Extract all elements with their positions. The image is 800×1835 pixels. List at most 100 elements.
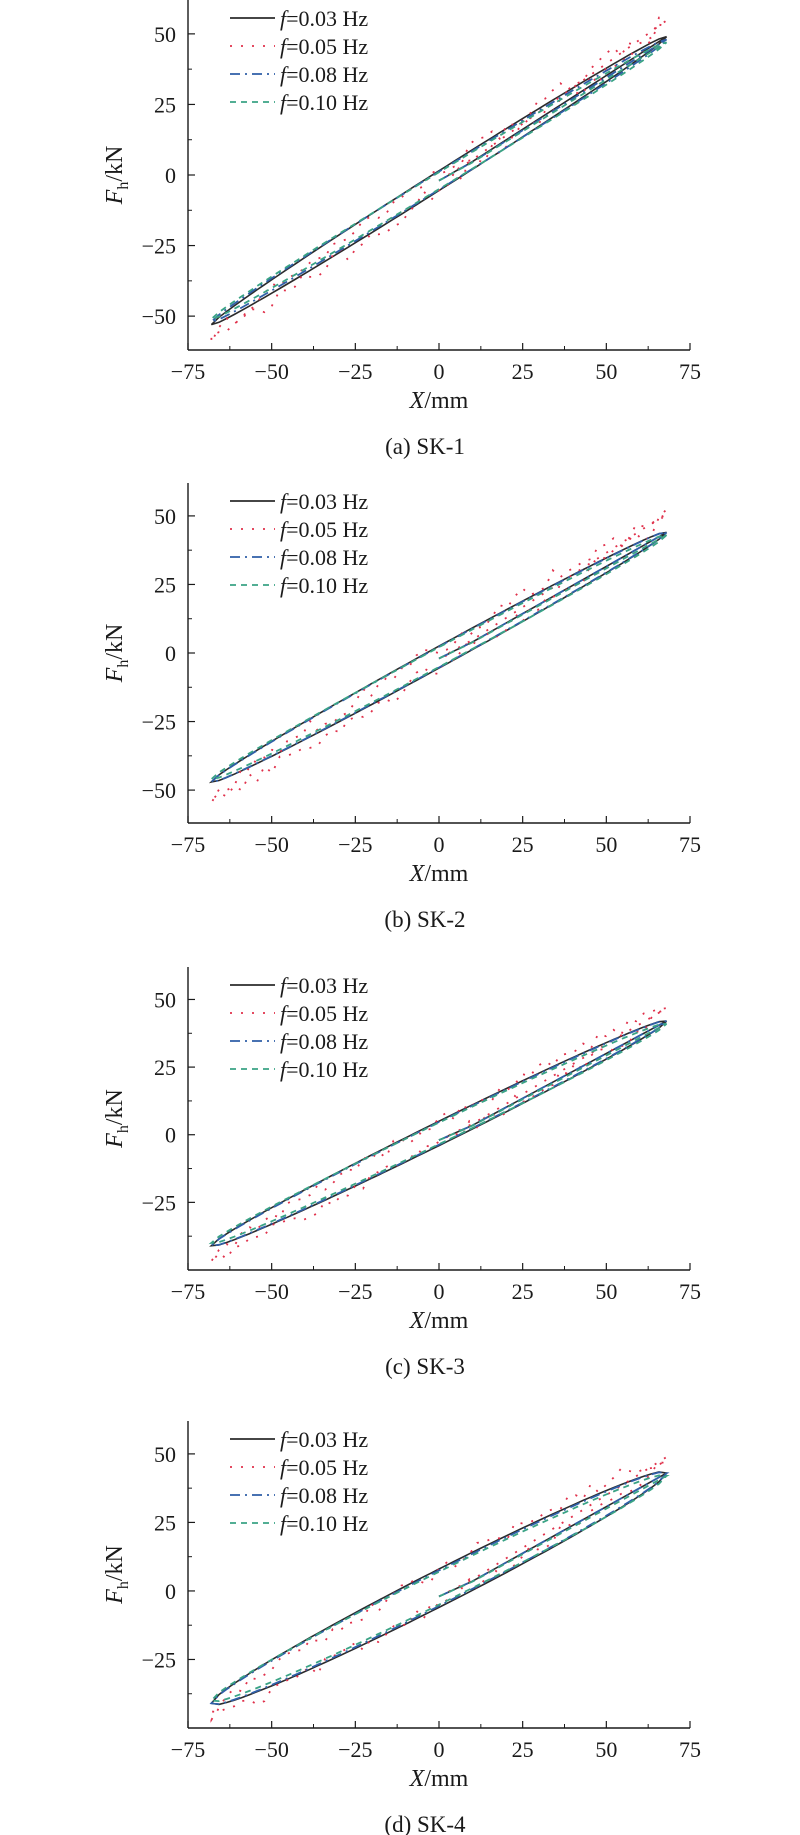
y-tick-label: 25 <box>154 92 176 117</box>
y-tick-label: 0 <box>165 641 176 666</box>
legend-variable: f <box>280 1483 289 1508</box>
x-axis-label: X/mm <box>409 861 469 887</box>
x-tick-label: −25 <box>338 1279 372 1304</box>
legend-label: f=0.10 Hz <box>280 1511 368 1536</box>
y-tick-label: −25 <box>142 710 176 735</box>
legend-label: f=0.03 Hz <box>280 1427 368 1452</box>
x-tick-label: −25 <box>338 359 372 384</box>
series-line-0-10-hz <box>209 1474 670 1703</box>
y-tick-label: 50 <box>154 22 176 47</box>
legend-variable: f <box>280 34 289 59</box>
x-tick-label: −50 <box>254 1737 288 1762</box>
legend-variable: f <box>280 973 289 998</box>
y-tick-label: 0 <box>165 1579 176 1604</box>
y-axis-label: Fh/kN <box>102 624 132 684</box>
panel-caption: (c) SK-3 <box>385 1354 465 1379</box>
y-tick-label: 50 <box>154 987 176 1012</box>
legend-variable: f <box>280 6 289 31</box>
y-tick-label: −50 <box>142 304 176 329</box>
legend-variable: f <box>280 517 289 542</box>
legend-value: =0.08 Hz <box>286 1483 368 1508</box>
legend-value: =0.05 Hz <box>286 517 368 542</box>
x-tick-label: 0 <box>434 1737 445 1762</box>
y-tick-label: −25 <box>142 234 176 259</box>
y-tick-label: −50 <box>142 778 176 803</box>
series-line-0-10-hz <box>208 1022 668 1245</box>
panel-caption: (a) SK-1 <box>385 434 465 459</box>
x-tick-label: −75 <box>171 1279 205 1304</box>
legend-value: =0.08 Hz <box>286 545 368 570</box>
x-tick-label: 75 <box>679 1279 701 1304</box>
y-axis-label: Fh/kN <box>102 146 132 206</box>
legend-label: f=0.05 Hz <box>280 34 368 59</box>
x-tick-label: −25 <box>338 832 372 857</box>
y-tick-label: 50 <box>154 504 176 529</box>
y-tick-label: 25 <box>154 1055 176 1080</box>
legend-value: =0.05 Hz <box>286 1455 368 1480</box>
y-tick-label: 25 <box>154 572 176 597</box>
x-tick-label: 0 <box>434 359 445 384</box>
legend-value: =0.05 Hz <box>286 34 368 59</box>
y-tick-label: 50 <box>154 1442 176 1467</box>
series-line-0-10-hz <box>208 534 668 781</box>
series-line-0-08-hz <box>210 38 668 323</box>
x-tick-label: −50 <box>254 832 288 857</box>
legend-label: f=0.05 Hz <box>280 1455 368 1480</box>
y-axis-label: Fh/kN <box>102 1545 132 1605</box>
y-axis-label: Fh/kN <box>102 1089 132 1149</box>
legend-variable: f <box>280 545 289 570</box>
legend-label: f=0.10 Hz <box>280 90 368 115</box>
panel-caption: (d) SK-4 <box>384 1812 466 1835</box>
legend-label: f=0.08 Hz <box>280 1483 368 1508</box>
legend: f=0.03 Hzf=0.05 Hzf=0.08 Hzf=0.10 Hz <box>230 489 368 598</box>
legend-value: =0.08 Hz <box>286 1029 368 1054</box>
x-tick-label: −75 <box>171 1737 205 1762</box>
legend-variable: f <box>280 1511 289 1536</box>
series-line-0-05-hz <box>210 508 668 807</box>
series-line-0-03-hz <box>209 1020 668 1247</box>
legend: f=0.03 Hzf=0.05 Hzf=0.08 Hzf=0.10 Hz <box>230 1427 368 1536</box>
legend-value: =0.03 Hz <box>286 973 368 998</box>
x-tick-label: 25 <box>512 832 534 857</box>
legend-value: =0.03 Hz <box>286 489 368 514</box>
x-tick-label: −50 <box>254 1279 288 1304</box>
x-tick-label: −25 <box>338 1737 372 1762</box>
x-tick-label: 75 <box>679 359 701 384</box>
legend-label: f=0.08 Hz <box>280 62 368 87</box>
legend-label: f=0.03 Hz <box>280 6 368 31</box>
x-axis-label: X/mm <box>409 1308 469 1334</box>
legend: f=0.03 Hzf=0.05 Hzf=0.08 Hzf=0.10 Hz <box>230 973 368 1082</box>
legend-variable: f <box>280 1029 289 1054</box>
legend-variable: f <box>280 1057 289 1082</box>
x-axis-label: X/mm <box>409 388 469 414</box>
legend-label: f=0.05 Hz <box>280 1001 368 1026</box>
legend-variable: f <box>280 1427 289 1452</box>
x-tick-label: 50 <box>595 1737 617 1762</box>
x-tick-label: −50 <box>254 359 288 384</box>
panel-caption: (b) SK-2 <box>384 907 465 932</box>
x-tick-label: 25 <box>512 1737 534 1762</box>
legend-value: =0.10 Hz <box>286 1511 368 1536</box>
legend-label: f=0.05 Hz <box>280 517 368 542</box>
y-tick-label: −25 <box>142 1647 176 1672</box>
legend-label: f=0.03 Hz <box>280 489 368 514</box>
legend-label: f=0.08 Hz <box>280 545 368 570</box>
legend-variable: f <box>280 1001 289 1026</box>
legend-variable: f <box>280 573 289 598</box>
x-tick-label: 50 <box>595 832 617 857</box>
y-tick-label: 0 <box>165 163 176 188</box>
series-line-0-08-hz <box>208 531 668 784</box>
legend-variable: f <box>280 489 289 514</box>
legend-label: f=0.10 Hz <box>280 1057 368 1082</box>
legend-label: f=0.10 Hz <box>280 573 368 598</box>
x-tick-label: 75 <box>679 832 701 857</box>
legend-value: =0.03 Hz <box>286 6 368 31</box>
legend-variable: f <box>280 62 289 87</box>
legend-label: f=0.03 Hz <box>280 973 368 998</box>
series-line-0-08-hz <box>208 1020 668 1247</box>
legend-value: =0.10 Hz <box>286 1057 368 1082</box>
